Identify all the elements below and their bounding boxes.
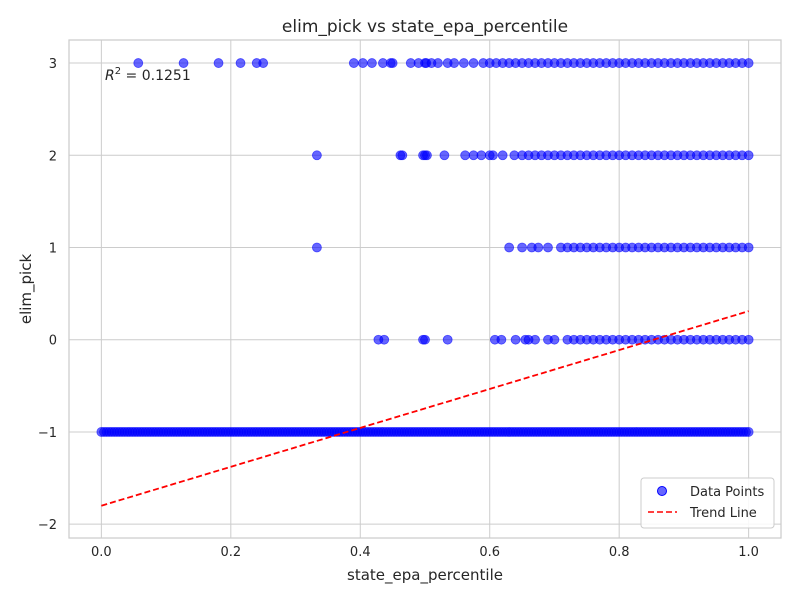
- trend-line: [101, 310, 749, 507]
- x-tick-label: 0.2: [220, 545, 241, 560]
- x-tick-label: 0.6: [479, 545, 500, 560]
- data-point: [497, 150, 508, 161]
- data-point: [476, 150, 487, 161]
- data-point: [460, 150, 471, 161]
- scatter-points: [96, 58, 754, 437]
- y-tick-label: −2: [38, 518, 57, 533]
- legend: Data Points Trend Line: [640, 477, 775, 529]
- data-point: [357, 58, 368, 68]
- legend-box: [640, 477, 775, 529]
- data-point: [422, 150, 432, 161]
- r2-superscript: 2: [115, 66, 121, 77]
- x-tick-label: 1.0: [738, 545, 759, 560]
- data-point: [488, 150, 498, 161]
- data-point: [504, 242, 515, 253]
- plot-frame: [68, 39, 782, 539]
- x-axis-label: state_epa_percentile: [347, 566, 503, 585]
- data-point: [235, 58, 246, 68]
- data-point: [133, 58, 144, 68]
- data-point: [213, 58, 224, 68]
- legend-label-data-points: Data Points: [690, 485, 764, 500]
- data-point: [379, 334, 390, 345]
- data-point: [743, 427, 754, 437]
- legend-marker-data-points: [657, 486, 667, 496]
- data-point: [439, 150, 450, 161]
- data-point: [312, 242, 322, 253]
- data-point: [533, 242, 544, 253]
- data-point: [543, 242, 553, 253]
- trend-line-group: [101, 310, 749, 507]
- data-point: [530, 334, 540, 345]
- data-point: [387, 58, 398, 68]
- data-point: [458, 58, 469, 68]
- plot-area: [69, 40, 781, 538]
- data-point: [743, 58, 754, 68]
- data-point: [433, 58, 443, 68]
- data-point: [468, 58, 479, 68]
- x-tick-labels: 0.0 0.2 0.4 0.6 0.8 1.0: [91, 545, 759, 560]
- r2-annotation: R2 = 0.1251: [105, 66, 191, 84]
- data-point: [517, 242, 527, 253]
- y-tick-label: 0: [49, 334, 57, 349]
- legend-label-trend-line: Trend Line: [689, 506, 757, 521]
- data-point: [348, 58, 359, 68]
- y-tick-label: 1: [49, 242, 57, 257]
- data-point: [367, 58, 377, 68]
- y-axis-label: elim_pick: [17, 254, 36, 325]
- data-point: [510, 334, 521, 345]
- y-tick-label: −1: [38, 426, 57, 441]
- data-point: [397, 150, 408, 161]
- x-tick-label: 0.0: [91, 545, 112, 560]
- y-tick-label: 3: [49, 57, 57, 72]
- data-point: [743, 150, 754, 161]
- data-point: [496, 334, 507, 345]
- data-point: [442, 334, 453, 345]
- r2-value: = 0.1251: [121, 68, 191, 84]
- r2-symbol: R: [105, 68, 115, 84]
- y-tick-labels: −2 −1 0 1 2 3: [38, 57, 57, 533]
- data-point: [420, 334, 430, 345]
- data-point: [743, 334, 754, 345]
- data-point: [178, 58, 189, 68]
- data-point: [312, 150, 322, 161]
- x-tick-label: 0.4: [350, 545, 371, 560]
- data-point: [449, 58, 460, 68]
- data-point: [549, 334, 560, 345]
- x-tick-label: 0.8: [609, 545, 630, 560]
- data-point: [743, 242, 754, 253]
- chart-title: elim_pick vs state_epa_percentile: [282, 17, 568, 37]
- y-tick-label: 2: [49, 149, 57, 164]
- data-point: [258, 58, 269, 68]
